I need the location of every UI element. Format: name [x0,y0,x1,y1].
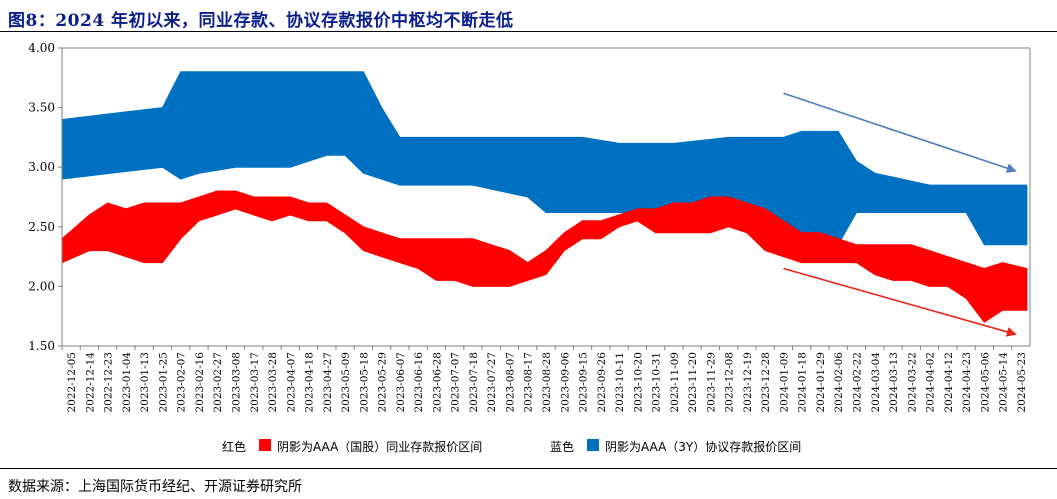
x-tick-label: 2024-01-18 [797,352,809,413]
x-tick-label: 2023-10-20 [632,352,644,413]
x-tick-label: 2023-07-27 [486,352,498,413]
legend-red-swatch [259,439,271,451]
y-tick-label: 3.50 [28,101,55,115]
x-tick-label: 2023-07-18 [468,352,480,413]
x-tick-label: 2023-01-04 [121,352,133,413]
x-tick-label: 2023-01-25 [158,352,170,413]
x-tick-label: 2024-02-22 [852,352,864,413]
x-tick-label: 2023-12-19 [742,352,754,413]
x-tick-label: 2023-02-07 [176,352,188,413]
x-tick-label: 2024-04-02 [925,352,937,413]
x-tick-label: 2024-01-29 [815,352,827,413]
x-tick-label: 2024-04-12 [943,352,955,413]
chart-title: 图8：2024 年初以来，同业存款、协议存款报价中枢均不断走低 [8,11,514,31]
x-tick-label: 2023-05-09 [340,352,352,413]
x-tick-label: 2023-11-09 [669,352,681,413]
x-tick-label: 2022-12-05 [66,352,78,413]
x-tick-label: 2023-10-11 [614,352,626,413]
x-tick-label: 2023-03-17 [249,352,261,413]
x-tick-label: 2023-04-27 [322,352,334,413]
band-layer [61,71,1028,323]
x-tick-label: 2024-02-06 [833,352,845,413]
legend-blue-label: 阴影为AAA（3Y）协议存款报价区间 [605,439,801,454]
x-tick-label: 2022-12-14 [84,352,96,413]
red-trend-arrow [783,267,1017,337]
chart-svg: 1.502.002.503.003.504.00 2022-12-05 2022-… [28,41,1031,454]
x-tick-label: 2024-05-14 [998,352,1010,413]
legend: 红色 阴影为AAA（国股）同业存款报价区间 蓝色 阴影为AAA（3Y）协议存款报… [222,439,801,454]
blue-trend-arrow [783,92,1017,173]
x-tick-label: 2023-07-07 [450,352,462,413]
footer-divider [0,468,1057,469]
x-axis: 2022-12-05 2022-12-14 2022-12-23 2023-01-04… [61,346,1028,413]
x-tick-label: 2023-08-07 [505,352,517,413]
x-tick-label: 2023-03-28 [267,352,279,413]
x-tick-label: 2023-06-28 [431,352,443,413]
x-tick-label: 2023-11-20 [687,352,699,413]
legend-blue-prefix: 蓝色 [550,440,574,454]
x-tick-label: 2023-01-13 [139,352,151,413]
x-tick-label: 2024-03-04 [870,352,882,413]
red-band-area [61,190,1028,323]
x-tick-label: 2023-09-26 [596,352,608,413]
x-tick-label: 2023-02-16 [194,352,206,413]
x-tick-label: 2023-05-18 [358,352,370,413]
x-tick-label: 2024-04-23 [961,352,973,413]
title-divider [0,31,1057,32]
y-tick-label: 2.00 [28,279,55,293]
legend-red-label: 阴影为AAA（国股）同业存款报价区间 [277,439,482,454]
y-axis: 1.50 2.00 2.50 3.00 3.50 4.00 [28,41,62,353]
x-tick-label: 2024-03-13 [888,352,900,413]
x-tick-label: 2023-12-08 [724,352,736,413]
x-tick-label: 2023-06-16 [413,352,425,413]
blue-band-area [61,71,1028,246]
y-tick-label: 2.50 [28,220,55,234]
x-tick-label: 2023-02-27 [212,352,224,413]
x-tick-label: 2023-04-18 [304,352,316,413]
y-tick-label: 3.00 [28,160,55,174]
trend-arrows [783,92,1017,337]
x-tick-label: 2023-12-28 [760,352,772,413]
x-tick-label: 2024-03-22 [906,352,918,413]
x-tick-label: 2023-09-15 [578,352,590,413]
x-tick-label: 2023-08-28 [541,352,553,413]
legend-red-prefix: 红色 [222,439,246,454]
x-tick-label: 2024-05-06 [979,352,991,413]
x-tick-label: 2023-10-31 [651,352,663,413]
x-tick-label: 2023-08-17 [523,352,535,413]
legend-blue-swatch [587,439,599,451]
plot-frame [61,47,1031,347]
x-tick-label: 2023-03-08 [231,352,243,413]
x-tick-label: 2024-05-23 [1016,352,1028,413]
x-tick-label: 2024-01-09 [778,352,790,413]
x-tick-label: 2023-11-29 [705,352,717,413]
source-note: 数据来源：上海国际货币经纪、开源证券研究所 [8,479,302,495]
x-tick-label: 2023-06-07 [395,352,407,413]
x-tick-label: 2023-04-07 [285,352,297,413]
y-tick-label: 1.50 [28,339,55,353]
x-tick-label: 2023-05-29 [377,352,389,413]
x-tick-label: 2023-09-06 [559,352,571,413]
x-tick-label: 2022-12-23 [103,352,115,413]
y-tick-label: 4.00 [28,41,55,55]
